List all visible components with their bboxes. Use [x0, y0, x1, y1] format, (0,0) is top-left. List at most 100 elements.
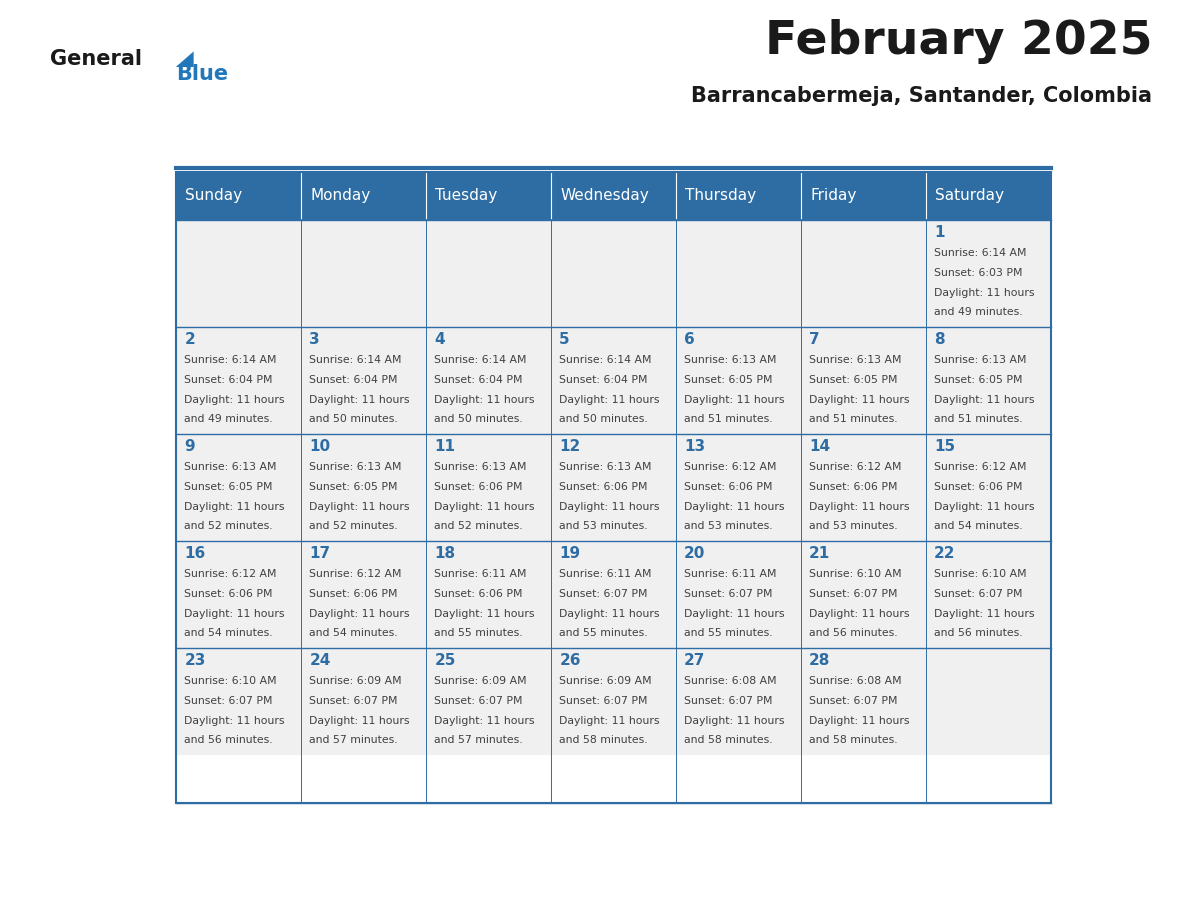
Text: Sunrise: 6:09 AM: Sunrise: 6:09 AM — [560, 676, 652, 686]
Text: Daylight: 11 hours: Daylight: 11 hours — [309, 716, 410, 725]
Text: 20: 20 — [684, 546, 706, 562]
Bar — [801, 434, 925, 541]
Text: Sunrise: 6:13 AM: Sunrise: 6:13 AM — [435, 462, 526, 472]
Text: Sunrise: 6:13 AM: Sunrise: 6:13 AM — [560, 462, 652, 472]
Text: Daylight: 11 hours: Daylight: 11 hours — [809, 716, 910, 725]
Text: and 51 minutes.: and 51 minutes. — [934, 414, 1023, 424]
Text: 28: 28 — [809, 654, 830, 668]
Bar — [551, 327, 676, 434]
Text: and 49 minutes.: and 49 minutes. — [184, 414, 273, 424]
Text: and 57 minutes.: and 57 minutes. — [435, 735, 523, 745]
Text: and 53 minutes.: and 53 minutes. — [560, 521, 647, 532]
Text: Sunset: 6:04 PM: Sunset: 6:04 PM — [560, 375, 647, 385]
Text: and 58 minutes.: and 58 minutes. — [560, 735, 647, 745]
Text: Sunrise: 6:13 AM: Sunrise: 6:13 AM — [684, 355, 777, 365]
Bar — [176, 648, 301, 755]
Text: Tuesday: Tuesday — [435, 188, 498, 203]
Text: 24: 24 — [309, 654, 330, 668]
Text: Daylight: 11 hours: Daylight: 11 hours — [309, 501, 410, 511]
Text: and 50 minutes.: and 50 minutes. — [435, 414, 523, 424]
Text: Daylight: 11 hours: Daylight: 11 hours — [435, 716, 535, 725]
Text: 4: 4 — [435, 332, 446, 347]
Bar — [426, 434, 551, 541]
Text: Daylight: 11 hours: Daylight: 11 hours — [809, 609, 910, 619]
Text: and 49 minutes.: and 49 minutes. — [934, 308, 1023, 318]
Text: Thursday: Thursday — [685, 188, 757, 203]
Text: Sunrise: 6:12 AM: Sunrise: 6:12 AM — [809, 462, 902, 472]
Text: 25: 25 — [435, 654, 456, 668]
Text: and 56 minutes.: and 56 minutes. — [184, 735, 273, 745]
Text: Daylight: 11 hours: Daylight: 11 hours — [934, 395, 1035, 405]
Text: and 51 minutes.: and 51 minutes. — [684, 414, 773, 424]
Bar — [925, 541, 1051, 648]
Text: Sunset: 6:03 PM: Sunset: 6:03 PM — [934, 268, 1023, 278]
Text: Daylight: 11 hours: Daylight: 11 hours — [184, 716, 285, 725]
Text: and 54 minutes.: and 54 minutes. — [309, 629, 398, 638]
Bar — [925, 219, 1051, 327]
Text: Monday: Monday — [310, 188, 371, 203]
Text: Sunrise: 6:12 AM: Sunrise: 6:12 AM — [184, 569, 277, 579]
Bar — [301, 172, 426, 219]
Text: Sunrise: 6:11 AM: Sunrise: 6:11 AM — [435, 569, 526, 579]
Text: Friday: Friday — [810, 188, 857, 203]
Text: Daylight: 11 hours: Daylight: 11 hours — [184, 395, 285, 405]
Bar — [676, 219, 801, 327]
Text: Wednesday: Wednesday — [561, 188, 649, 203]
Text: Sunrise: 6:14 AM: Sunrise: 6:14 AM — [435, 355, 526, 365]
Text: and 55 minutes.: and 55 minutes. — [560, 629, 647, 638]
Text: and 58 minutes.: and 58 minutes. — [809, 735, 898, 745]
Text: Daylight: 11 hours: Daylight: 11 hours — [309, 609, 410, 619]
Text: February 2025: February 2025 — [765, 19, 1152, 64]
Bar — [426, 172, 551, 219]
Text: Sunset: 6:04 PM: Sunset: 6:04 PM — [435, 375, 523, 385]
Bar — [301, 219, 426, 327]
Text: and 55 minutes.: and 55 minutes. — [435, 629, 523, 638]
Text: Sunset: 6:07 PM: Sunset: 6:07 PM — [684, 588, 772, 599]
Text: Sunrise: 6:13 AM: Sunrise: 6:13 AM — [309, 462, 402, 472]
Text: 6: 6 — [684, 332, 695, 347]
Text: Daylight: 11 hours: Daylight: 11 hours — [435, 501, 535, 511]
Text: Daylight: 11 hours: Daylight: 11 hours — [809, 501, 910, 511]
Bar — [301, 434, 426, 541]
Bar — [176, 327, 301, 434]
Text: Daylight: 11 hours: Daylight: 11 hours — [560, 395, 659, 405]
Text: Sunrise: 6:10 AM: Sunrise: 6:10 AM — [184, 676, 277, 686]
Text: 7: 7 — [809, 332, 820, 347]
Text: 12: 12 — [560, 440, 581, 454]
Text: and 52 minutes.: and 52 minutes. — [184, 521, 273, 532]
Text: Daylight: 11 hours: Daylight: 11 hours — [934, 287, 1035, 297]
Text: 19: 19 — [560, 546, 581, 562]
Text: Sunset: 6:07 PM: Sunset: 6:07 PM — [809, 588, 898, 599]
Bar — [176, 434, 301, 541]
Text: 16: 16 — [184, 546, 206, 562]
Text: Sunset: 6:07 PM: Sunset: 6:07 PM — [309, 696, 398, 706]
Text: 27: 27 — [684, 654, 706, 668]
Text: Sunset: 6:06 PM: Sunset: 6:06 PM — [684, 482, 772, 492]
Text: 18: 18 — [435, 546, 455, 562]
Text: Daylight: 11 hours: Daylight: 11 hours — [684, 395, 785, 405]
Bar — [676, 327, 801, 434]
Text: 13: 13 — [684, 440, 706, 454]
Text: 8: 8 — [934, 332, 944, 347]
Text: and 54 minutes.: and 54 minutes. — [184, 629, 273, 638]
Text: Sunset: 6:05 PM: Sunset: 6:05 PM — [809, 375, 898, 385]
Text: Daylight: 11 hours: Daylight: 11 hours — [309, 395, 410, 405]
Text: and 56 minutes.: and 56 minutes. — [934, 629, 1023, 638]
Bar — [426, 327, 551, 434]
Text: Sunrise: 6:12 AM: Sunrise: 6:12 AM — [934, 462, 1026, 472]
Text: Sunrise: 6:10 AM: Sunrise: 6:10 AM — [809, 569, 902, 579]
Text: 10: 10 — [309, 440, 330, 454]
Text: and 52 minutes.: and 52 minutes. — [435, 521, 523, 532]
Text: Sunrise: 6:10 AM: Sunrise: 6:10 AM — [934, 569, 1026, 579]
Text: Daylight: 11 hours: Daylight: 11 hours — [560, 501, 659, 511]
Text: Sunrise: 6:14 AM: Sunrise: 6:14 AM — [184, 355, 277, 365]
Text: Daylight: 11 hours: Daylight: 11 hours — [184, 609, 285, 619]
Text: 23: 23 — [184, 654, 206, 668]
Bar — [925, 327, 1051, 434]
Text: Barrancabermeja, Santander, Colombia: Barrancabermeja, Santander, Colombia — [691, 85, 1152, 106]
Text: Sunrise: 6:08 AM: Sunrise: 6:08 AM — [809, 676, 902, 686]
Text: Sunset: 6:07 PM: Sunset: 6:07 PM — [560, 696, 647, 706]
Text: Sunset: 6:05 PM: Sunset: 6:05 PM — [684, 375, 772, 385]
Text: Sunrise: 6:14 AM: Sunrise: 6:14 AM — [934, 248, 1026, 258]
Bar — [925, 648, 1051, 755]
